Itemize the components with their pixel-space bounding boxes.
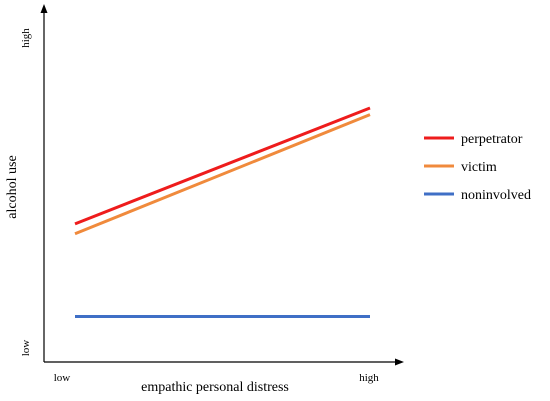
legend-item: noninvolved bbox=[424, 188, 531, 203]
legend-item: victim bbox=[424, 160, 497, 175]
series-layer bbox=[74, 106, 371, 319]
legend-label-victim: victim bbox=[461, 160, 497, 175]
legend-label-perpetrator: perpetrator bbox=[461, 132, 523, 147]
x-tick-label-high: high bbox=[359, 372, 379, 384]
y-tick-label-high: high bbox=[20, 28, 32, 48]
legend: perpetrator victim noninvolved bbox=[424, 132, 531, 203]
plot-area bbox=[40, 4, 404, 366]
series-line-perpetrator bbox=[74, 106, 371, 226]
legend-label-noninvolved: noninvolved bbox=[461, 188, 531, 203]
x-tick-label-low: low bbox=[54, 372, 71, 384]
legend-item: perpetrator bbox=[424, 132, 523, 147]
y-axis-arrow-icon bbox=[40, 4, 48, 13]
x-axis-arrow-icon bbox=[395, 358, 404, 366]
series-line-victim bbox=[74, 113, 371, 236]
y-axis-title: alcohol use bbox=[5, 155, 20, 218]
y-tick-label-low: low bbox=[20, 340, 32, 357]
x-axis-title: empathic personal distress bbox=[141, 380, 289, 395]
